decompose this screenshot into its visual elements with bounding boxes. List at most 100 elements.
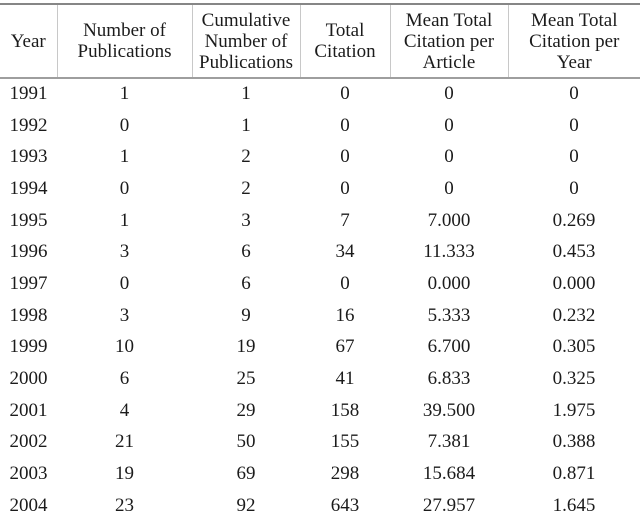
cell-year: 1991 <box>9 83 48 105</box>
cell-year: 2004 <box>9 494 48 516</box>
cell-mean-citation-per-year: 0 <box>569 114 579 136</box>
col-header-cumulative-number-of-publications: Cumulative Number of Publications <box>191 3 300 79</box>
cell-total-citation: 7 <box>340 209 350 231</box>
cell-mean-citation-per-year: 0.232 <box>552 304 596 326</box>
table-header-row: Year Number of Publications Cumulative N… <box>0 3 640 79</box>
cell-cumulative-publications: 1 <box>241 83 251 105</box>
table-row-1991: 1991 1 1 0 0 0 <box>0 78 640 110</box>
cell-year: 1994 <box>9 177 48 199</box>
table-row-2002: 2002 21 50 155 7.381 0.388 <box>0 427 640 459</box>
cell-mean-citation-per-year: 0.325 <box>552 368 596 390</box>
cell-cumulative-publications: 19 <box>236 336 256 358</box>
col-header-mean-total-citation-per-article: Mean Total Citation per Article <box>389 3 508 79</box>
cell-year: 1996 <box>9 241 48 263</box>
cell-num-publications: 19 <box>115 463 134 485</box>
cell-num-publications: 10 <box>115 336 134 358</box>
cell-year: 1992 <box>9 114 48 136</box>
cell-cumulative-publications: 2 <box>241 146 251 168</box>
cell-cumulative-publications: 69 <box>236 463 256 485</box>
table-row-1993: 1993 1 2 0 0 0 <box>0 141 640 173</box>
cell-mean-citation-per-article: 0.000 <box>427 272 471 294</box>
cell-year: 2003 <box>9 463 48 485</box>
table-row-1996: 1996 3 6 34 11.333 0.453 <box>0 236 640 268</box>
cell-mean-citation-per-article: 0 <box>444 83 454 105</box>
table-body: 1991 1 1 0 0 0 1992 0 1 0 0 0 1993 1 2 0… <box>0 78 640 521</box>
col-header-year: Year <box>0 3 57 79</box>
cell-year: 1995 <box>9 209 48 231</box>
cell-mean-citation-per-year: 1.645 <box>552 494 596 516</box>
cell-cumulative-publications: 3 <box>241 209 251 231</box>
cell-year: 2002 <box>9 431 48 453</box>
cell-year: 2000 <box>9 368 48 390</box>
cell-num-publications: 0 <box>119 114 130 136</box>
cell-num-publications: 0 <box>119 272 130 294</box>
cell-num-publications: 1 <box>119 146 130 168</box>
cell-mean-citation-per-year: 0.269 <box>552 209 596 231</box>
cell-cumulative-publications: 50 <box>236 431 256 453</box>
cell-total-citation: 34 <box>335 241 355 263</box>
cell-mean-citation-per-article: 7.000 <box>427 209 471 231</box>
cell-mean-citation-per-article: 0 <box>444 114 454 136</box>
table-row-1995: 1995 1 3 7 7.000 0.269 <box>0 205 640 237</box>
cell-mean-citation-per-article: 27.957 <box>422 494 476 516</box>
cell-year: 1997 <box>9 272 48 294</box>
cell-num-publications: 3 <box>119 241 130 263</box>
col-header-total-citation: Total Citation <box>299 3 390 79</box>
cell-mean-citation-per-article: 5.333 <box>427 304 471 326</box>
cell-cumulative-publications: 6 <box>241 272 251 294</box>
cell-mean-citation-per-year: 0.388 <box>552 431 596 453</box>
cell-num-publications: 0 <box>119 177 130 199</box>
cell-cumulative-publications: 1 <box>241 114 251 136</box>
cell-total-citation: 67 <box>335 336 355 358</box>
cell-total-citation: 0 <box>340 177 350 199</box>
cell-mean-citation-per-article: 0 <box>444 177 454 199</box>
cell-num-publications: 6 <box>119 368 130 390</box>
cell-mean-citation-per-year: 0.305 <box>552 336 596 358</box>
cell-cumulative-publications: 2 <box>241 177 251 199</box>
cell-num-publications: 23 <box>115 494 134 516</box>
cell-total-citation: 41 <box>335 368 355 390</box>
cell-total-citation: 0 <box>340 114 350 136</box>
cell-mean-citation-per-article: 39.500 <box>422 399 476 421</box>
table-row-1997: 1997 0 6 0 0.000 0.000 <box>0 268 640 300</box>
cell-cumulative-publications: 29 <box>236 399 256 421</box>
table-row-2000: 2000 6 25 41 6.833 0.325 <box>0 363 640 395</box>
cell-year: 1998 <box>9 304 48 326</box>
cell-total-citation: 16 <box>335 304 355 326</box>
cell-total-citation: 0 <box>340 146 350 168</box>
cell-cumulative-publications: 25 <box>236 368 256 390</box>
cell-mean-citation-per-year: 0 <box>569 146 579 168</box>
table-row-1992: 1992 0 1 0 0 0 <box>0 110 640 142</box>
cell-num-publications: 21 <box>115 431 134 453</box>
table-row-2001: 2001 4 29 158 39.500 1.975 <box>0 395 640 427</box>
table-header: Year Number of Publications Cumulative N… <box>0 3 640 79</box>
cell-num-publications: 3 <box>119 304 130 326</box>
cell-total-citation: 643 <box>330 494 360 516</box>
cell-cumulative-publications: 92 <box>236 494 256 516</box>
cell-mean-citation-per-year: 0.000 <box>552 272 596 294</box>
cell-mean-citation-per-article: 0 <box>444 146 454 168</box>
cell-num-publications: 4 <box>119 399 130 421</box>
cell-mean-citation-per-article: 7.381 <box>427 431 471 453</box>
cell-mean-citation-per-year: 0.453 <box>552 241 596 263</box>
cell-mean-citation-per-year: 0 <box>569 83 579 105</box>
table-row-1994: 1994 0 2 0 0 0 <box>0 173 640 205</box>
cell-mean-citation-per-article: 6.833 <box>427 368 471 390</box>
cell-cumulative-publications: 6 <box>241 241 251 263</box>
col-header-mean-total-citation-per-year: Mean Total Citation per Year <box>507 3 640 79</box>
cell-mean-citation-per-year: 0.871 <box>552 463 596 485</box>
table-row-2004: 2004 23 92 643 27.957 1.645 <box>0 490 640 521</box>
cell-total-citation: 0 <box>340 83 350 105</box>
table-row-1998: 1998 3 9 16 5.333 0.232 <box>0 300 640 332</box>
cell-year: 1993 <box>9 146 48 168</box>
cell-mean-citation-per-year: 0 <box>569 177 579 199</box>
cell-mean-citation-per-article: 6.700 <box>427 336 471 358</box>
cell-mean-citation-per-year: 1.975 <box>552 399 596 421</box>
cell-total-citation: 155 <box>330 431 360 453</box>
cell-cumulative-publications: 9 <box>241 304 251 326</box>
table-row-2003: 2003 19 69 298 15.684 0.871 <box>0 458 640 490</box>
cell-num-publications: 1 <box>119 209 130 231</box>
cell-total-citation: 0 <box>340 272 350 294</box>
cell-num-publications: 1 <box>119 83 130 105</box>
